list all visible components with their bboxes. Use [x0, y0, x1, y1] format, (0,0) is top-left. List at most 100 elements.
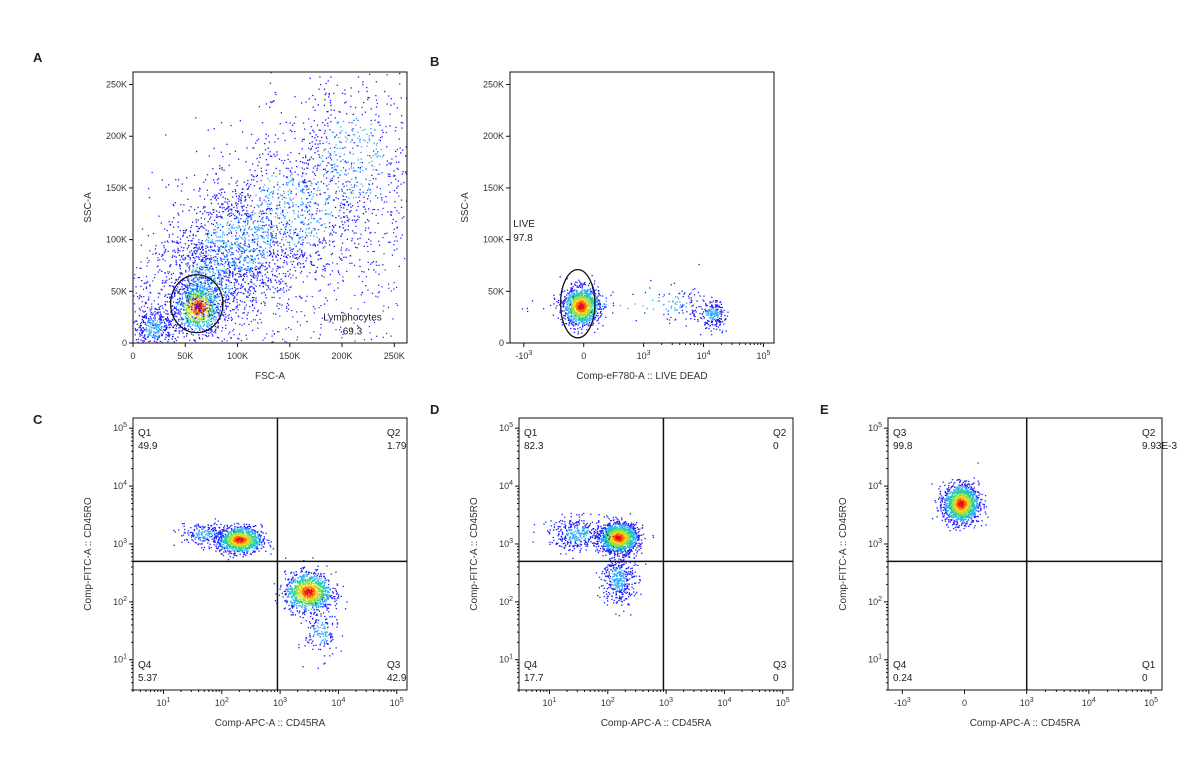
event-dot	[186, 311, 188, 313]
event-dot	[332, 199, 335, 201]
event-dot	[185, 312, 187, 315]
event-dot	[205, 254, 207, 257]
event-dot	[314, 98, 316, 100]
event-dot	[221, 260, 223, 262]
event-dot	[143, 337, 145, 339]
event-dot	[237, 227, 239, 229]
event-dot	[266, 288, 268, 290]
event-dot	[195, 277, 198, 279]
event-dot	[195, 303, 198, 305]
event-dot	[342, 199, 344, 201]
event-dot	[177, 302, 180, 304]
event-dot	[310, 215, 312, 217]
event-dot	[303, 192, 305, 194]
event-dot	[155, 341, 157, 343]
event-dot	[289, 229, 291, 232]
event-dot	[187, 289, 189, 291]
event-dot	[238, 212, 240, 214]
event-dot	[199, 248, 202, 250]
event-dot	[231, 287, 233, 290]
event-dot	[260, 227, 263, 229]
event-dot	[343, 203, 346, 205]
event-dot	[361, 170, 364, 172]
event-dot	[205, 245, 207, 247]
event-dot	[283, 196, 285, 199]
event-dot	[292, 178, 294, 180]
event-dot	[188, 298, 190, 300]
event-dot	[243, 209, 245, 211]
event-dot	[235, 312, 237, 314]
event-dot	[193, 307, 195, 309]
event-dot	[279, 257, 282, 260]
event-dot	[296, 234, 299, 237]
event-dot	[164, 330, 166, 332]
event-dot	[237, 198, 240, 200]
event-dot	[399, 72, 401, 75]
event-dot	[269, 82, 272, 84]
event-dot	[238, 249, 241, 251]
event-dot	[151, 308, 153, 310]
event-dot	[382, 237, 384, 239]
event-dot	[222, 203, 224, 205]
event-dot	[175, 339, 178, 342]
event-dot	[330, 109, 332, 111]
event-dot	[180, 190, 183, 192]
event-dot	[262, 282, 265, 285]
event-dot	[335, 217, 337, 219]
event-dot	[375, 113, 377, 116]
event-dot	[262, 228, 264, 230]
event-dot	[227, 294, 229, 296]
event-dot	[228, 297, 230, 300]
event-dot	[208, 258, 211, 261]
event-dot	[185, 271, 187, 273]
event-dot	[288, 182, 290, 184]
event-dot	[299, 237, 302, 239]
event-dot	[246, 231, 248, 234]
event-dot	[315, 147, 317, 149]
event-dot	[212, 301, 214, 303]
event-dot	[200, 282, 203, 284]
event-dot	[297, 264, 299, 266]
event-dot	[198, 310, 200, 313]
event-dot	[393, 282, 395, 284]
event-dot	[282, 272, 284, 275]
event-dot	[225, 316, 227, 318]
event-dot	[282, 210, 284, 213]
event-dot	[165, 336, 167, 338]
event-dot	[275, 212, 277, 214]
event-dot	[252, 147, 254, 149]
event-dot	[324, 270, 326, 272]
event-dot	[219, 206, 222, 208]
event-dot	[264, 337, 266, 339]
event-dot	[396, 248, 398, 250]
event-dot	[342, 227, 344, 229]
event-dot	[163, 311, 165, 313]
event-dot	[195, 219, 197, 221]
event-dot	[219, 264, 221, 266]
event-dot	[192, 262, 195, 265]
event-dot	[159, 316, 162, 318]
event-dot	[171, 296, 173, 298]
event-dot	[294, 218, 296, 220]
event-dot	[595, 314, 597, 317]
event-dot	[310, 180, 312, 183]
event-dot	[213, 279, 215, 281]
event-dot	[391, 211, 393, 213]
event-dot	[284, 215, 286, 218]
event-dot	[211, 213, 213, 215]
event-dot	[382, 310, 384, 312]
event-dot	[159, 305, 161, 307]
event-dot	[286, 306, 288, 308]
event-dot	[203, 314, 205, 316]
event-dot	[283, 255, 285, 258]
event-dot	[206, 258, 208, 260]
event-dot	[368, 195, 370, 197]
event-dot	[204, 300, 207, 302]
event-dot	[218, 236, 220, 238]
event-dot	[246, 261, 248, 263]
event-dot	[165, 134, 167, 136]
event-dot	[186, 291, 189, 294]
event-dot	[211, 317, 213, 319]
event-dot	[396, 304, 399, 306]
event-dot	[199, 302, 202, 304]
